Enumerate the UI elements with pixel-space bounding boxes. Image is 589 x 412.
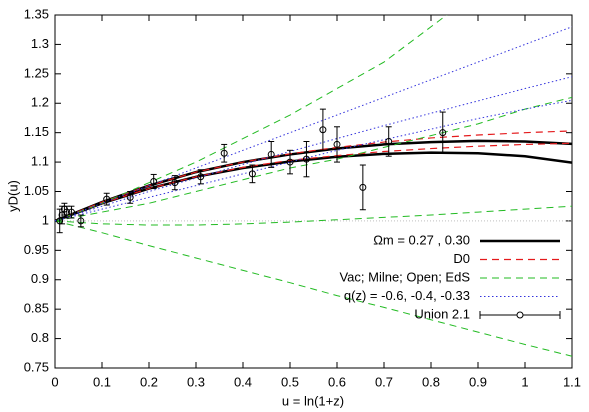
data-point	[439, 129, 447, 137]
y-tick-label: 0.95	[24, 242, 49, 257]
data-point	[385, 137, 393, 145]
curve	[55, 220, 572, 357]
x-tick-label: 0.9	[469, 374, 487, 389]
data-point	[359, 183, 367, 191]
y-tick-label: 1.25	[24, 65, 49, 80]
data-point	[77, 217, 85, 225]
x-axis-label: u = ln(1+z)	[282, 393, 344, 408]
curve	[55, 99, 572, 222]
data-point	[63, 208, 71, 216]
data-point	[67, 208, 75, 216]
y-tick-label: 1.3	[31, 36, 49, 51]
data-point	[171, 179, 179, 187]
y-tick-label: 1.35	[24, 6, 49, 21]
y-tick-label: 1.1	[31, 154, 49, 169]
y-tick-label: 0.9	[31, 271, 49, 286]
data-point	[267, 150, 275, 158]
x-tick-label: 0.3	[187, 374, 205, 389]
curve	[55, 151, 572, 223]
curve	[55, 15, 448, 222]
y-axis-label: yD(u)	[5, 180, 20, 212]
legend-label: q(z) = -0.6, -0.4, -0.33	[344, 288, 470, 303]
data-point	[220, 149, 228, 157]
curve	[55, 76, 572, 222]
curve	[55, 26, 572, 222]
y-tick-label: 1.15	[24, 124, 49, 139]
data-point	[286, 158, 294, 166]
curve	[55, 96, 572, 222]
plot-area	[55, 15, 572, 357]
x-tick-label: 0.8	[422, 374, 440, 389]
x-tick-label: 0.7	[375, 374, 393, 389]
x-tick-label: 0.5	[281, 374, 299, 389]
y-tick-label: 1	[42, 212, 49, 227]
x-tick-label: 0.1	[93, 374, 111, 389]
curve	[55, 139, 572, 223]
legend-label: D0	[453, 251, 470, 266]
x-tick-label: 0.6	[328, 374, 346, 389]
y-tick-label: 0.85	[24, 301, 49, 316]
y-tick-label: 1.05	[24, 183, 49, 198]
curve	[55, 142, 572, 222]
data-point	[319, 126, 327, 134]
legend-swatch	[516, 311, 524, 319]
y-tick-label: 1.2	[31, 95, 49, 110]
legend-label: Ωm = 0.27 , 0.30	[373, 232, 470, 247]
y-tick-label: 0.8	[31, 330, 49, 345]
data-point	[248, 170, 256, 178]
data-point	[302, 155, 310, 163]
x-tick-label: 0.2	[140, 374, 158, 389]
data-point	[103, 195, 111, 203]
data-point	[150, 177, 158, 185]
legend-label: Union 2.1	[414, 306, 470, 321]
data-point	[333, 140, 341, 148]
y-tick-label: 0.75	[24, 359, 49, 374]
legend-label: Vac; Milne; Open; EdS	[339, 269, 470, 284]
x-tick-label: 1.1	[563, 374, 581, 389]
x-tick-label: 0	[51, 374, 58, 389]
x-tick-label: 0.4	[234, 374, 252, 389]
x-tick-label: 1	[521, 374, 528, 389]
data-point	[126, 193, 134, 201]
curve	[55, 205, 572, 226]
curve	[55, 130, 572, 222]
data-point	[197, 173, 205, 181]
